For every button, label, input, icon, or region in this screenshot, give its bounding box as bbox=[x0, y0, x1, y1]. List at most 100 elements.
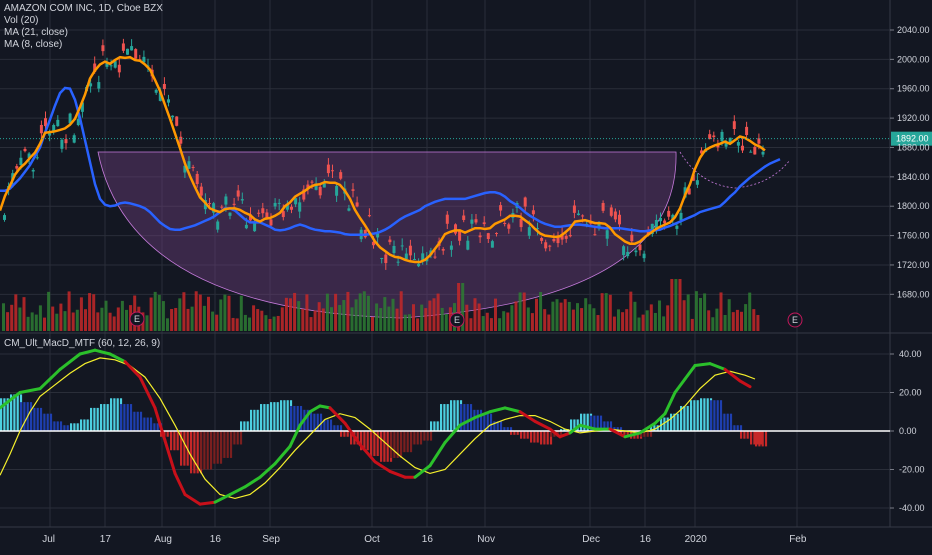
candle-body bbox=[597, 223, 601, 229]
histogram-bar bbox=[720, 413, 723, 431]
volume-bar bbox=[653, 312, 657, 331]
volume-bar bbox=[276, 315, 280, 331]
volume-bar bbox=[440, 307, 444, 331]
volume-bar bbox=[670, 279, 674, 331]
candle-body bbox=[121, 43, 125, 51]
candle-body bbox=[572, 205, 576, 213]
volume-bar bbox=[674, 279, 678, 331]
candle-body bbox=[183, 165, 187, 173]
candle-body bbox=[269, 219, 273, 226]
candle-body bbox=[490, 241, 494, 248]
volume-bar bbox=[170, 308, 174, 331]
histogram-bar bbox=[363, 431, 366, 451]
candle-body bbox=[167, 99, 170, 103]
histogram-bar bbox=[56, 421, 59, 431]
candle-body bbox=[372, 241, 375, 246]
time-tick-label: 2020 bbox=[685, 534, 708, 545]
histogram-bar bbox=[755, 431, 758, 447]
candle-body bbox=[48, 133, 52, 136]
candle-body bbox=[64, 139, 68, 144]
candle-body bbox=[175, 116, 179, 126]
volume-bar bbox=[690, 318, 694, 331]
volume-bar bbox=[379, 308, 383, 331]
histogram-bar bbox=[616, 427, 619, 431]
histogram-bar bbox=[273, 402, 276, 431]
histogram-bar bbox=[500, 427, 503, 431]
volume-bar bbox=[26, 316, 30, 331]
time-tick-label: Aug bbox=[154, 534, 172, 545]
candle-body bbox=[761, 151, 765, 155]
candle-body bbox=[23, 148, 27, 152]
macd-segment bbox=[358, 442, 377, 464]
candle-body bbox=[671, 214, 675, 221]
candle-body bbox=[298, 202, 302, 212]
volume-bar bbox=[2, 303, 5, 331]
candle-body bbox=[290, 206, 293, 210]
histogram-bar bbox=[416, 431, 419, 445]
candle-body bbox=[15, 166, 19, 169]
histogram-bar bbox=[506, 427, 509, 431]
histogram-bar bbox=[156, 423, 159, 431]
histogram-bar bbox=[126, 404, 129, 431]
histogram-bar bbox=[443, 404, 446, 431]
candle-body bbox=[667, 210, 671, 217]
histogram-bar bbox=[603, 421, 606, 431]
volume-bar bbox=[432, 298, 436, 331]
volume-bar bbox=[641, 314, 645, 331]
time-tick-label: Jul bbox=[42, 534, 55, 545]
histogram-bar bbox=[540, 431, 543, 445]
macd-segment bbox=[243, 475, 262, 489]
macd-segment bbox=[373, 460, 392, 473]
time-tick-label: Feb bbox=[789, 534, 807, 545]
candle-body bbox=[19, 157, 23, 165]
macd-segment bbox=[548, 427, 562, 439]
histogram-bar bbox=[696, 400, 699, 431]
candle-body bbox=[101, 45, 105, 52]
volume-bar bbox=[305, 294, 309, 331]
histogram-bar bbox=[723, 413, 726, 431]
macd-segment bbox=[228, 485, 247, 497]
candle-body bbox=[700, 150, 703, 154]
candle-body bbox=[482, 222, 486, 225]
volume-bar bbox=[366, 295, 370, 331]
candle-body bbox=[486, 233, 490, 240]
histogram-bar bbox=[160, 431, 163, 437]
macd-segment bbox=[623, 431, 642, 439]
histogram-bar bbox=[330, 425, 333, 431]
histogram-bar bbox=[356, 431, 359, 445]
candle-body bbox=[171, 115, 175, 118]
candle-body bbox=[417, 263, 421, 267]
volume-bar bbox=[235, 318, 239, 331]
candle-body bbox=[650, 223, 654, 235]
histogram-bar bbox=[366, 431, 369, 451]
volume-bar bbox=[47, 291, 51, 331]
histogram-bar bbox=[326, 419, 329, 431]
volume-bar bbox=[530, 313, 534, 331]
candle-body bbox=[630, 234, 634, 242]
histogram-bar bbox=[716, 400, 719, 431]
volume-bar bbox=[740, 311, 743, 331]
candle-body bbox=[80, 102, 84, 112]
candle-body bbox=[421, 253, 425, 262]
histogram-bar bbox=[726, 413, 729, 431]
histogram-bar bbox=[146, 417, 149, 431]
volume-bar bbox=[280, 307, 284, 331]
candle-body bbox=[577, 213, 580, 216]
volume-bar bbox=[567, 301, 571, 331]
macd-segment bbox=[163, 439, 177, 475]
histogram-bar bbox=[646, 431, 649, 437]
histogram-bar bbox=[643, 431, 646, 437]
histogram-bar bbox=[320, 419, 323, 431]
candle-body bbox=[503, 222, 507, 224]
candle-body bbox=[712, 135, 716, 138]
histogram-bar bbox=[236, 431, 239, 445]
candle-body bbox=[753, 146, 757, 155]
candle-body bbox=[52, 125, 56, 133]
volume-bar bbox=[166, 318, 169, 331]
candle-body bbox=[527, 227, 531, 236]
candle-body bbox=[228, 212, 232, 216]
candle-body bbox=[335, 185, 339, 196]
macd-segment bbox=[58, 352, 82, 371]
